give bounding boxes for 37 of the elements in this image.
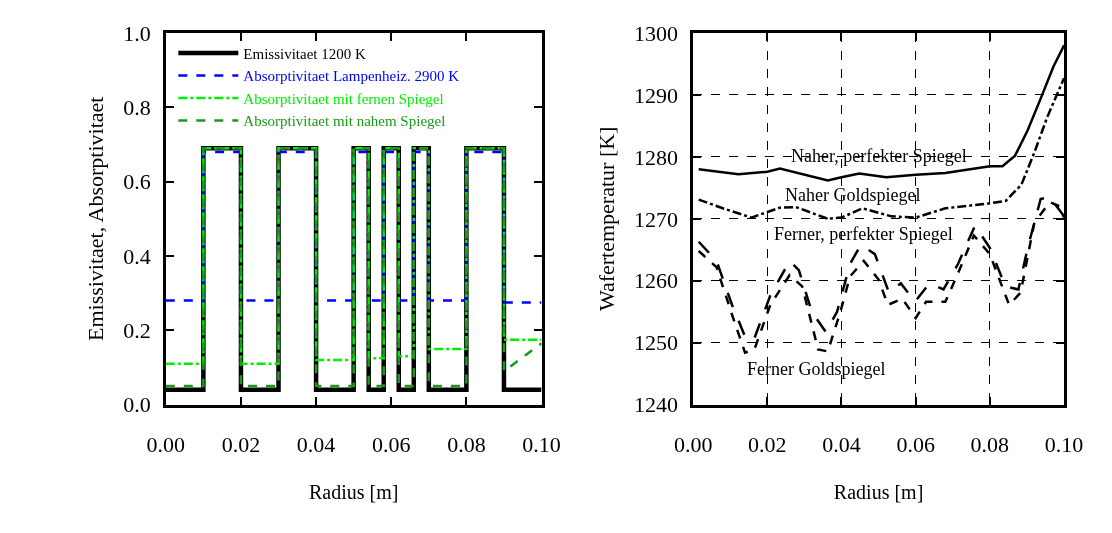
y-tick-label: 1300 xyxy=(634,20,678,46)
legend-label: Absorptivitaet mit fernen Spiegel xyxy=(243,90,444,107)
y-tick-label: 0.0 xyxy=(123,392,151,418)
y-tick-label: 1260 xyxy=(634,268,678,294)
x-tick-label: 0.10 xyxy=(522,431,561,457)
x-tick-label: 0.08 xyxy=(447,431,486,457)
x-tick-label: 0.04 xyxy=(822,431,861,457)
series-label: Naher, perfekter Spiegel xyxy=(791,146,967,166)
series-label: Ferner Goldspiegel xyxy=(747,359,886,379)
y-tick-label: 0.8 xyxy=(123,95,151,121)
x-tick-label: 0.10 xyxy=(1044,431,1084,457)
y-tick-label: 0.2 xyxy=(123,318,151,344)
legend-label: Emissivitaet 1200 K xyxy=(243,45,366,62)
y-tick-label: 0.4 xyxy=(123,243,151,269)
x-tick-label: 0.06 xyxy=(896,431,935,457)
y-tick-label: 1280 xyxy=(634,144,678,170)
series-label: Naher Goldspiegel xyxy=(785,185,921,205)
x-tick-label: 0.04 xyxy=(296,431,336,457)
y-axis-title: Emissivitaet, Absorptivitaet xyxy=(82,96,108,342)
x-tick-label: 0.06 xyxy=(371,431,411,457)
y-tick-label: 1270 xyxy=(634,206,678,232)
legend-label: Absorptivitaet mit nahem Spiegel xyxy=(243,113,446,130)
y-tick-label: 1240 xyxy=(634,392,678,418)
x-tick-label: 0.02 xyxy=(748,431,787,457)
y-tick-label: 1290 xyxy=(634,82,678,108)
y-tick-label: 0.6 xyxy=(123,169,151,195)
series-label: Ferner, perfekter Spiegel xyxy=(774,224,953,244)
y-tick-label: 1.0 xyxy=(123,20,151,46)
x-tick-label: 0.08 xyxy=(970,431,1010,457)
x-tick-label: 0.00 xyxy=(673,431,713,457)
x-tick-label: 0.00 xyxy=(146,431,186,457)
y-tick-label: 1250 xyxy=(634,330,678,356)
x-tick-label: 0.02 xyxy=(221,431,261,457)
legend-label: Absorptivitaet Lampenheiz. 2900 K xyxy=(243,68,460,85)
y-axis-title: Wafertemperatur [K] xyxy=(593,126,619,312)
x-axis-title: Radius [m] xyxy=(833,481,924,504)
x-axis-title: Radius [m] xyxy=(308,481,399,504)
